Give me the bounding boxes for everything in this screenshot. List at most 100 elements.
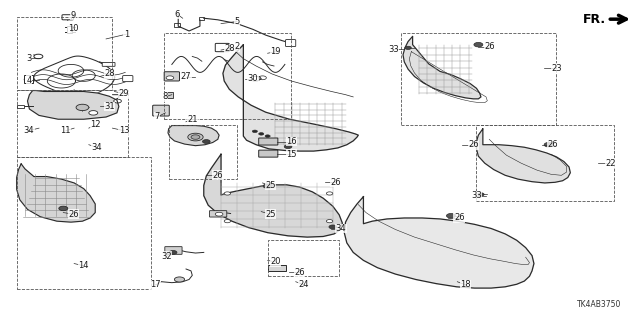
Bar: [67, 26, 72, 33]
FancyBboxPatch shape: [153, 105, 170, 116]
Circle shape: [544, 142, 553, 147]
FancyBboxPatch shape: [285, 40, 296, 47]
Bar: [17, 157, 151, 289]
Polygon shape: [223, 45, 358, 151]
Bar: [174, 23, 179, 27]
Text: 31: 31: [104, 102, 115, 111]
Text: 28: 28: [224, 44, 235, 53]
Text: 1: 1: [124, 30, 129, 39]
Bar: [476, 125, 614, 201]
Text: 26: 26: [331, 178, 341, 187]
Text: 11: 11: [61, 126, 71, 135]
Text: 26: 26: [294, 268, 305, 277]
Bar: [164, 33, 291, 119]
Text: 18: 18: [460, 280, 471, 289]
Polygon shape: [204, 154, 342, 237]
Polygon shape: [403, 36, 481, 99]
Bar: [169, 125, 237, 179]
Text: 26: 26: [454, 213, 465, 222]
Circle shape: [265, 135, 270, 137]
Text: 17: 17: [150, 280, 161, 289]
Circle shape: [202, 140, 210, 143]
Circle shape: [67, 94, 73, 97]
Bar: [17, 90, 129, 157]
Circle shape: [89, 111, 98, 115]
Text: 22: 22: [605, 159, 616, 168]
Bar: [17, 105, 24, 108]
Circle shape: [174, 277, 184, 282]
Text: 15: 15: [286, 150, 296, 159]
Circle shape: [259, 132, 264, 135]
Bar: [17, 17, 113, 90]
Circle shape: [447, 213, 456, 218]
Polygon shape: [344, 197, 534, 288]
Text: 26: 26: [468, 140, 479, 149]
Circle shape: [252, 130, 257, 132]
Text: 33: 33: [388, 44, 399, 54]
Text: 34: 34: [336, 224, 346, 233]
FancyBboxPatch shape: [62, 15, 74, 20]
Circle shape: [259, 76, 266, 80]
Text: FR.: FR.: [583, 13, 606, 26]
FancyBboxPatch shape: [102, 62, 115, 66]
Text: 26: 26: [212, 171, 223, 180]
Text: 13: 13: [118, 126, 129, 135]
Text: 32: 32: [161, 252, 172, 261]
FancyBboxPatch shape: [164, 72, 179, 81]
Text: 10: 10: [68, 24, 78, 33]
Bar: [401, 33, 556, 125]
Text: 26: 26: [547, 140, 558, 149]
Text: 25: 25: [265, 210, 275, 219]
Text: 26: 26: [484, 42, 495, 52]
Circle shape: [170, 251, 177, 254]
Text: 9: 9: [70, 11, 76, 20]
FancyBboxPatch shape: [259, 138, 278, 145]
Text: 23: 23: [551, 64, 561, 73]
Text: 3: 3: [26, 53, 31, 62]
Text: 21: 21: [187, 115, 198, 124]
Text: 2: 2: [234, 42, 239, 52]
Text: 30: 30: [248, 74, 259, 83]
Text: 7: 7: [154, 113, 160, 122]
Circle shape: [166, 76, 173, 80]
Text: 29: 29: [118, 89, 129, 98]
FancyBboxPatch shape: [123, 76, 133, 82]
Text: 5: 5: [234, 17, 239, 26]
Circle shape: [114, 99, 122, 103]
Text: 6: 6: [174, 10, 180, 19]
FancyBboxPatch shape: [215, 44, 229, 52]
FancyBboxPatch shape: [259, 150, 278, 157]
Text: 12: 12: [90, 120, 100, 130]
FancyBboxPatch shape: [209, 211, 227, 217]
Circle shape: [326, 220, 333, 223]
Circle shape: [215, 212, 223, 216]
Bar: [164, 92, 173, 98]
Circle shape: [224, 192, 230, 195]
Circle shape: [191, 135, 200, 139]
Text: 20: 20: [270, 258, 280, 267]
Polygon shape: [17, 164, 95, 222]
Circle shape: [188, 133, 203, 141]
Text: 25: 25: [265, 181, 275, 190]
Text: 26: 26: [68, 210, 79, 219]
Circle shape: [76, 104, 89, 111]
Text: 27: 27: [180, 72, 191, 81]
Circle shape: [329, 225, 337, 229]
Text: 19: 19: [270, 47, 280, 56]
Bar: [268, 265, 285, 271]
Bar: [198, 17, 204, 20]
Polygon shape: [476, 129, 570, 183]
Polygon shape: [28, 91, 119, 119]
Circle shape: [224, 220, 230, 223]
Circle shape: [474, 43, 483, 47]
Circle shape: [284, 145, 292, 148]
Text: 34: 34: [24, 126, 34, 135]
Text: TK4AB3750: TK4AB3750: [577, 300, 621, 309]
Polygon shape: [168, 125, 219, 146]
Bar: [24, 75, 33, 83]
Text: 14: 14: [79, 261, 89, 270]
Bar: [268, 240, 339, 276]
FancyBboxPatch shape: [165, 247, 182, 254]
Text: 4: 4: [26, 76, 31, 85]
Text: 33: 33: [471, 191, 482, 200]
